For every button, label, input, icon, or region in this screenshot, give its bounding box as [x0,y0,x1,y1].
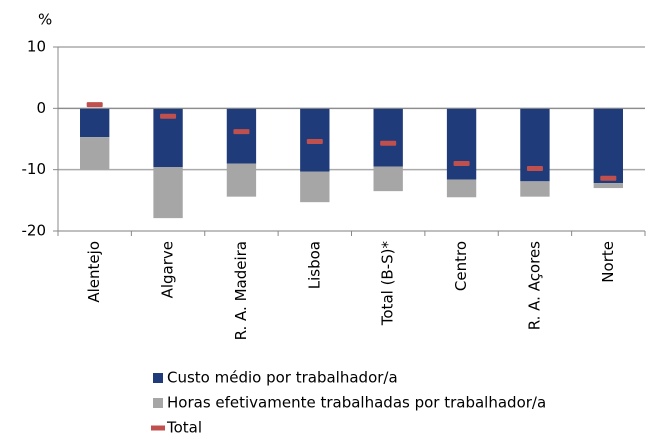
x-tick-label: Lisboa [305,241,323,289]
total-marker [306,138,323,144]
bar [446,108,477,180]
bar [593,183,623,189]
total-marker [526,165,543,171]
x-tick-label: Centro [452,241,470,291]
x-tick-label: Alentejo [85,241,103,303]
x-tick-label: R. A. Açores [525,241,543,330]
x-tick-label: Total (B-S)* [379,241,397,327]
y-tick-label: -10 [22,160,47,178]
bar [446,179,477,198]
legend-label: Custo médio por trabalhador/a [167,369,398,387]
y-tick-label: -20 [22,222,47,240]
total-marker [600,175,617,181]
x-tick-label: Algarve [159,241,177,298]
total-marker [233,129,250,135]
bar [520,181,550,197]
x-tick-label: Norte [599,241,617,283]
bar [300,171,330,203]
bar [593,108,623,184]
bar [373,108,403,167]
legend-swatch [153,373,163,383]
bar [80,108,110,138]
bar [153,167,183,219]
bar [226,108,257,164]
y-tick-label: 0 [36,99,46,117]
bar [226,163,257,197]
total-marker [86,102,103,108]
legend-swatch [151,425,165,431]
legend-label: Total [166,419,202,437]
y-unit: % [38,11,52,29]
bar [80,137,110,170]
total-marker [160,113,177,119]
legend-label: Horas efetivamente trabalhadas por traba… [167,394,546,412]
bar [373,166,403,192]
x-tick-label: R. A. Madeira [232,241,250,340]
legend-swatch [153,398,163,408]
y-tick-label: 10 [27,38,46,56]
total-marker [380,140,397,146]
total-marker [453,161,470,167]
